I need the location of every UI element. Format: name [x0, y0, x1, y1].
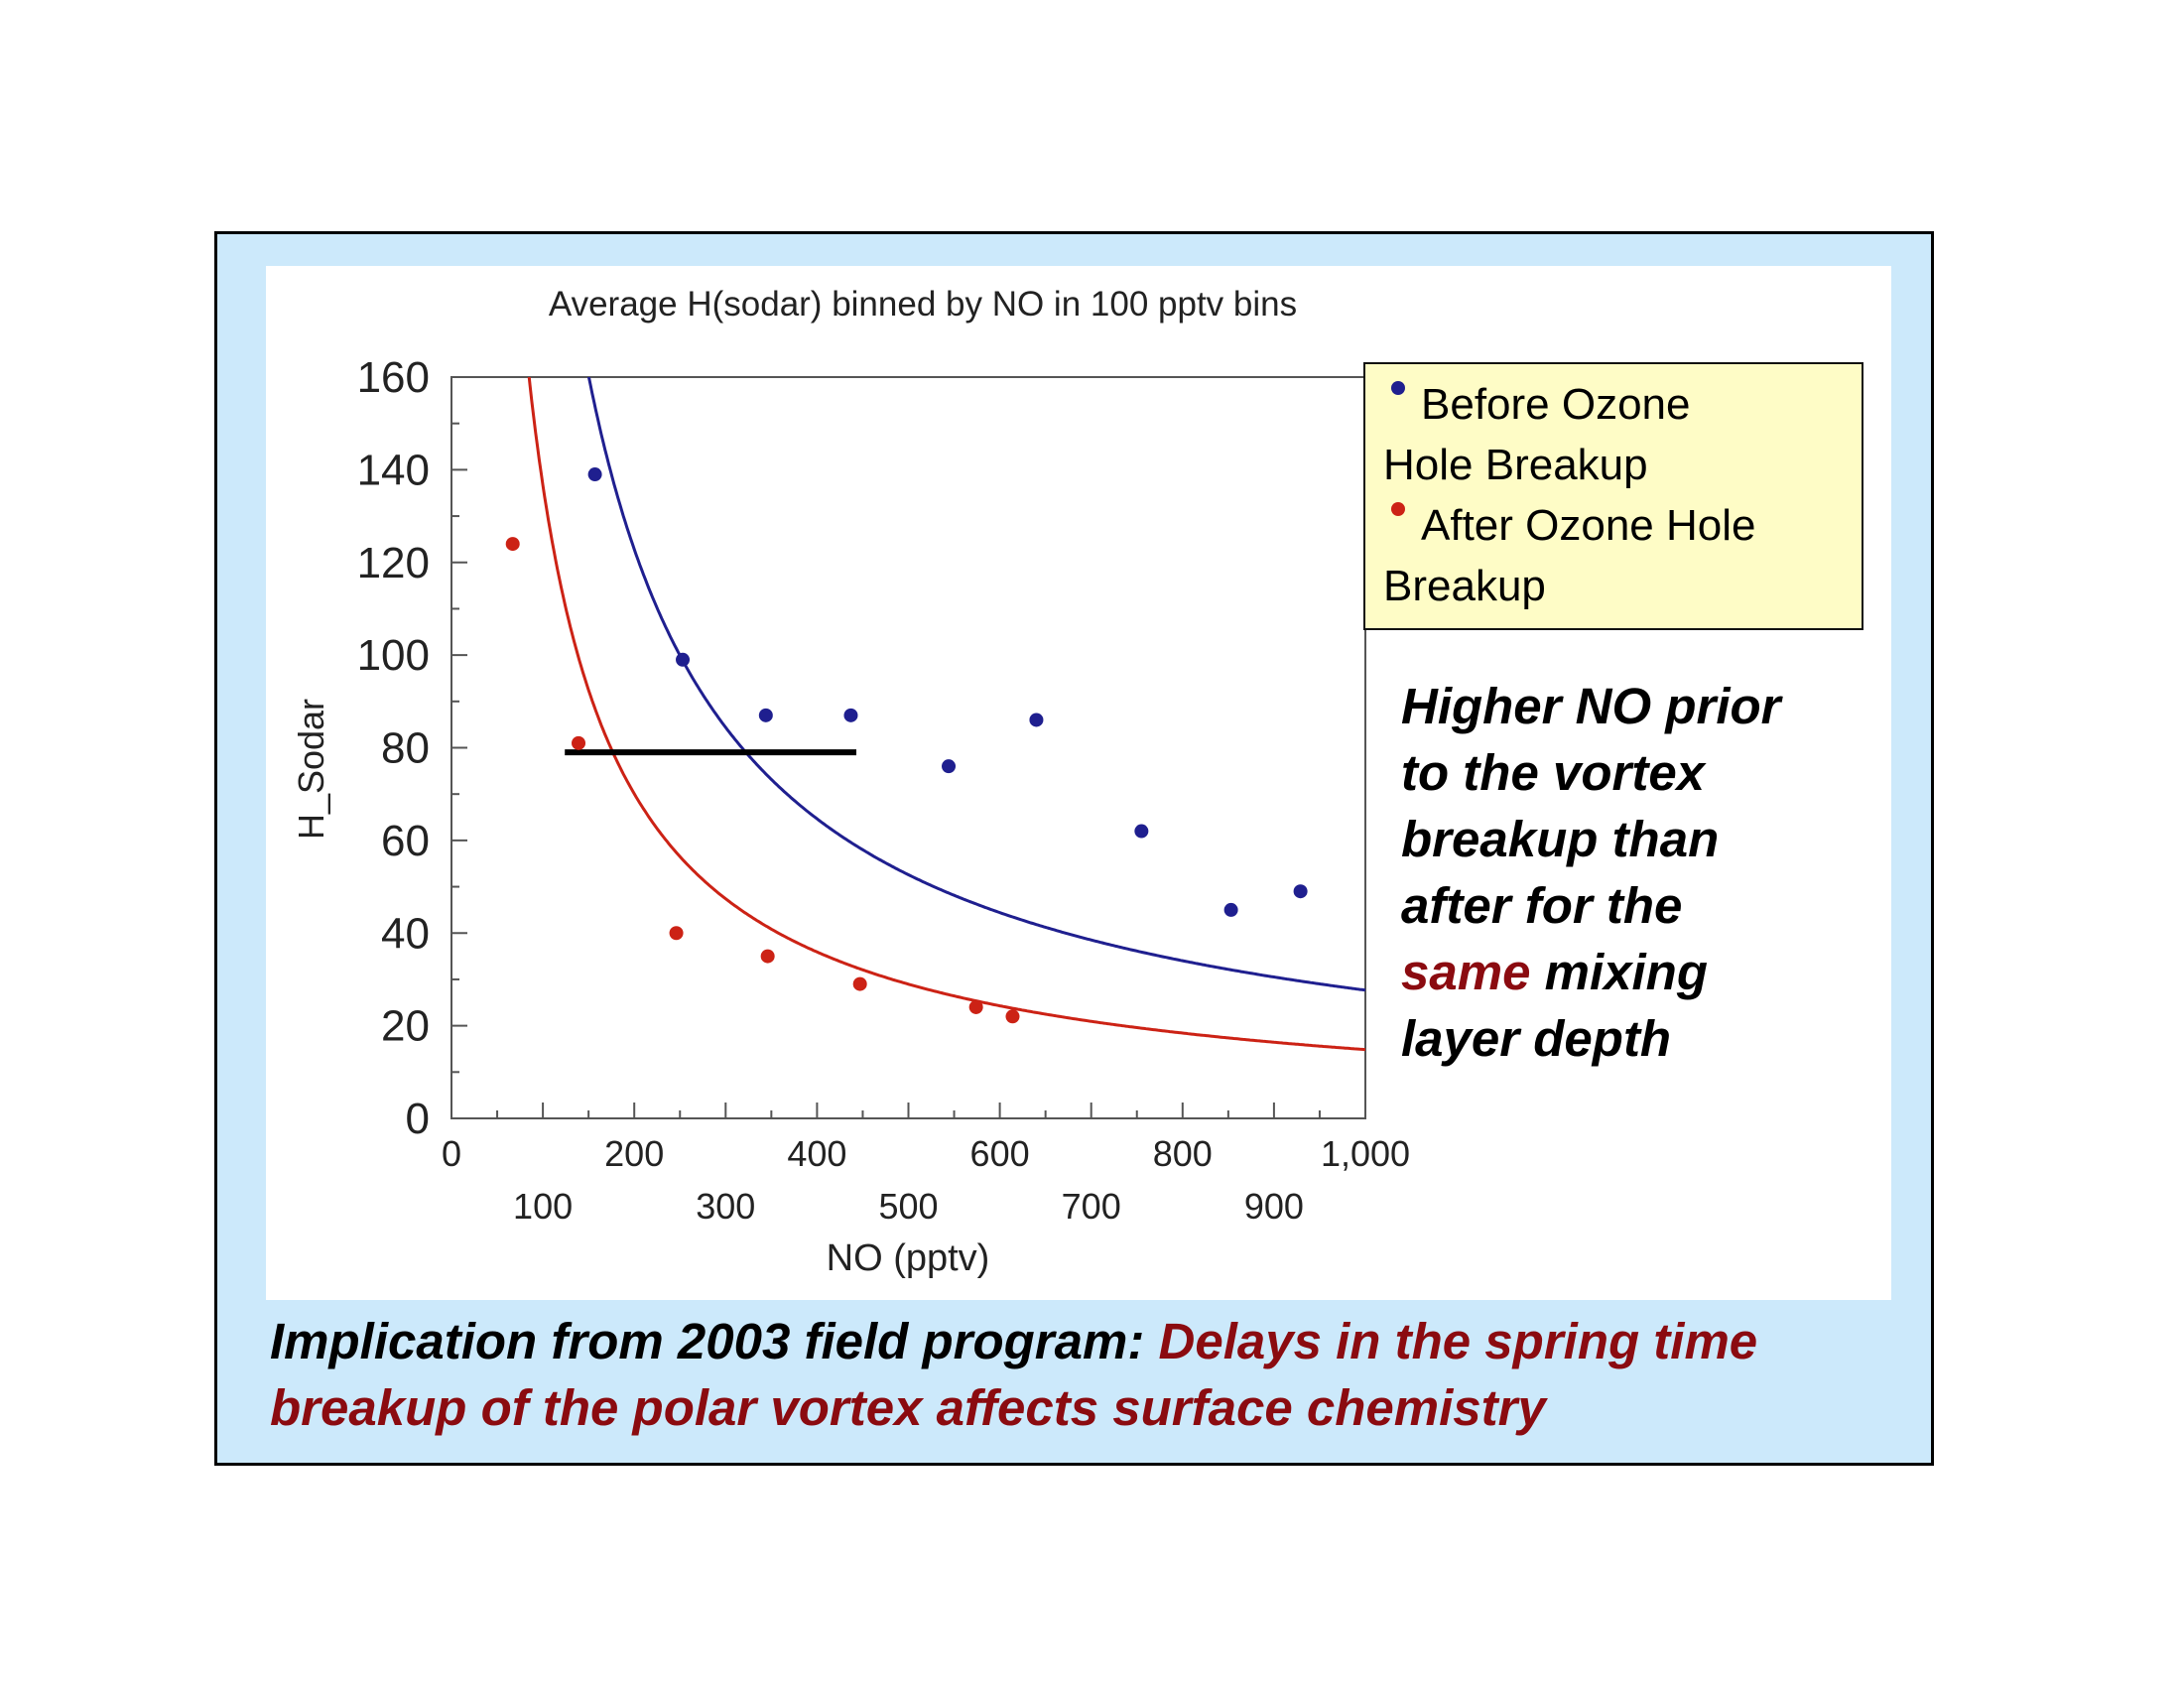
data-point: [587, 467, 602, 482]
y-tick-label: 60: [381, 817, 430, 865]
y-tick-label: 20: [381, 1002, 430, 1051]
legend-entry-before: Before Ozone: [1383, 374, 1844, 435]
side-note-line: same mixing: [1401, 939, 1867, 1005]
legend-entry-after: After Ozone Hole: [1383, 495, 1844, 556]
data-point: [758, 708, 773, 722]
data-point: [942, 759, 957, 774]
side-note: Higher NO prior to the vortex breakup th…: [1401, 673, 1867, 1072]
side-note-emphasis: same: [1401, 944, 1531, 1000]
data-point: [843, 708, 858, 722]
data-point: [676, 652, 691, 667]
legend-label-before-1: Before Ozone: [1421, 380, 1691, 429]
y-tick-label: 40: [381, 909, 430, 958]
x-tick-label: 800: [1153, 1133, 1213, 1174]
y-tick-label: 160: [357, 353, 430, 402]
data-point: [505, 537, 520, 552]
data-point: [1029, 713, 1044, 727]
side-note-line: layer depth: [1401, 1010, 1672, 1067]
data-point: [572, 735, 586, 750]
y-tick-label: 0: [406, 1095, 430, 1143]
y-tick-label: 140: [357, 446, 430, 494]
y-axis-label: H_Sodar: [291, 699, 331, 840]
side-note-line: after for the: [1401, 877, 1683, 934]
plot-area: [450, 376, 1366, 1119]
fit-curves: [527, 377, 1365, 1052]
x-tick-label: 100: [513, 1186, 573, 1227]
x-axis-label: NO (pptv): [827, 1237, 990, 1279]
side-note-line: Higher NO prior: [1401, 678, 1781, 734]
fit-curve: [586, 377, 1365, 992]
tick-labels: 0 100 200 300 400 500 600 700 800 900 1,000 0 20 40 60…: [357, 353, 1410, 1227]
x-tick-label: 1,000: [1321, 1133, 1410, 1174]
data-point: [669, 926, 684, 941]
legend-label-after-2: Breakup: [1383, 562, 1546, 610]
x-tick-label: 0: [442, 1133, 461, 1174]
x-tick-label: 500: [878, 1186, 938, 1227]
data-point: [968, 999, 983, 1014]
data-point: [760, 949, 775, 964]
data-point: [1134, 824, 1149, 839]
data-point: [1293, 884, 1308, 899]
fit-curve: [527, 377, 1365, 1052]
implication-caption: Implication from 2003 field program: Del…: [270, 1308, 1917, 1441]
legend-label-before-2: Hole Breakup: [1383, 441, 1648, 489]
side-note-text: mixing: [1530, 944, 1708, 1000]
implication-lead: Implication from 2003 field program:: [270, 1313, 1159, 1369]
chart-title: Average H(sodar) binned by NO in 100 ppt…: [549, 285, 1297, 324]
x-tick-label: 900: [1244, 1186, 1304, 1227]
legend-label-after-1: After Ozone Hole: [1421, 501, 1756, 550]
x-tick-label: 200: [604, 1133, 664, 1174]
x-tick-label: 300: [696, 1186, 755, 1227]
legend-marker-after: [1391, 502, 1405, 516]
side-note-line: breakup than: [1401, 811, 1720, 867]
data-point: [1005, 1009, 1020, 1024]
y-tick-label: 80: [381, 724, 430, 773]
y-tick-label: 100: [357, 631, 430, 680]
data-point: [1223, 902, 1238, 917]
implication-highlight: Delays in the spring time breakup of the…: [270, 1313, 1758, 1436]
data-point: [852, 976, 867, 991]
x-tick-label: 400: [787, 1133, 846, 1174]
data-points: [505, 467, 1308, 1024]
legend: Before Ozone Hole Breakup After Ozone Ho…: [1363, 362, 1863, 630]
x-tick-label: 700: [1062, 1186, 1121, 1227]
y-tick-label: 120: [357, 539, 430, 587]
side-note-line: to the vortex: [1401, 744, 1706, 801]
axis-ticks: [450, 376, 1366, 1119]
legend-marker-before: [1391, 381, 1405, 395]
x-tick-label: 600: [970, 1133, 1030, 1174]
